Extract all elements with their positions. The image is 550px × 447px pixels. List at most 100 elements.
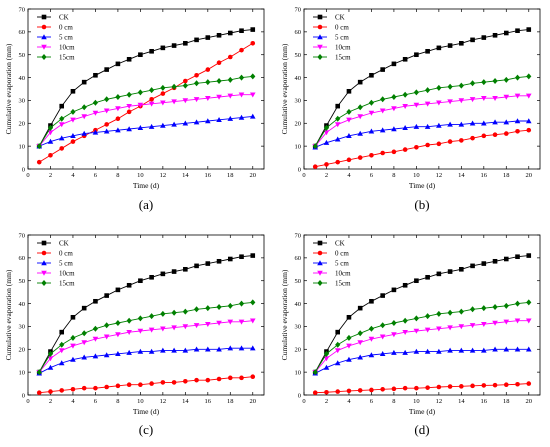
data-point xyxy=(182,324,189,330)
data-point xyxy=(160,310,166,317)
data-point xyxy=(492,132,498,138)
data-point xyxy=(115,61,121,67)
data-point xyxy=(171,380,177,385)
x-tick-label: 0 xyxy=(302,398,305,405)
data-point xyxy=(503,382,509,388)
data-point xyxy=(183,378,188,384)
data-point xyxy=(335,329,341,335)
data-point xyxy=(436,326,442,332)
x-tick-label: 20 xyxy=(250,398,257,405)
series-15cm xyxy=(312,299,532,376)
data-point xyxy=(481,79,487,86)
data-point xyxy=(126,382,132,388)
panel-b: 0 2 4 6 8 10 12 14 16 18 20 0 10 20 30 40 50 60 70 Time (d)… xyxy=(280,6,541,212)
data-point xyxy=(481,95,487,101)
x-tick-label: 4 xyxy=(71,398,75,405)
data-point xyxy=(481,35,487,40)
data-point xyxy=(137,89,143,96)
data-point xyxy=(149,274,154,280)
y-tick-label: 40 xyxy=(19,75,26,82)
data-point xyxy=(424,348,431,354)
data-point xyxy=(380,293,385,298)
data-point xyxy=(324,389,329,395)
data-point xyxy=(193,80,200,87)
data-point xyxy=(346,314,352,320)
data-point xyxy=(160,347,166,353)
data-point xyxy=(81,385,87,391)
data-point xyxy=(216,376,222,382)
series-line xyxy=(315,120,529,148)
data-point xyxy=(250,27,256,32)
data-point xyxy=(346,157,352,163)
data-point xyxy=(402,317,408,324)
y-tick-label: 10 xyxy=(295,143,302,150)
data-point xyxy=(250,73,256,80)
legend-label: CK xyxy=(335,14,345,22)
data-point xyxy=(380,322,386,329)
data-point xyxy=(334,360,341,366)
data-point xyxy=(492,382,498,388)
data-point xyxy=(369,152,374,158)
data-point xyxy=(526,299,532,306)
data-point xyxy=(183,266,188,272)
data-point xyxy=(346,334,352,341)
data-point xyxy=(414,278,419,284)
data-point xyxy=(334,348,341,354)
panel-d: 0 2 4 6 8 10 12 14 16 18 20 0 10 20 30 40 50 60 70 Time (d)… xyxy=(280,232,541,437)
legend-marker xyxy=(41,54,47,60)
data-point xyxy=(425,48,430,54)
data-point xyxy=(227,30,233,36)
data-point xyxy=(369,298,374,304)
data-point xyxy=(138,52,143,58)
data-point xyxy=(368,128,375,134)
data-point xyxy=(148,348,155,354)
data-point xyxy=(160,271,166,277)
data-point xyxy=(492,119,498,125)
data-point xyxy=(470,263,475,269)
data-point xyxy=(148,101,155,107)
data-point xyxy=(335,341,341,348)
data-point xyxy=(525,118,532,124)
data-point xyxy=(526,127,532,133)
data-point xyxy=(470,383,475,389)
data-point xyxy=(436,45,442,51)
data-point xyxy=(126,56,132,62)
data-point xyxy=(469,120,476,126)
data-point xyxy=(93,298,98,304)
data-point xyxy=(205,346,211,352)
data-point xyxy=(492,258,498,264)
data-point xyxy=(413,102,420,108)
y-axis-label: Cumulative evaporation (mm) xyxy=(280,43,289,134)
data-point xyxy=(193,323,200,329)
y-tick-label: 60 xyxy=(295,255,302,262)
data-point xyxy=(447,384,453,389)
data-point xyxy=(481,120,487,126)
data-point xyxy=(182,308,188,315)
data-point xyxy=(368,99,375,106)
plot-frame xyxy=(303,8,541,170)
data-point xyxy=(436,100,442,106)
data-point xyxy=(115,94,121,100)
data-point xyxy=(436,122,442,128)
series-10cm xyxy=(36,92,256,149)
x-tick-label: 12 xyxy=(436,172,443,179)
x-tick-label: 4 xyxy=(71,172,75,179)
x-axis-label: Time (d) xyxy=(133,181,160,190)
data-point xyxy=(458,308,464,315)
legend-marker xyxy=(317,260,323,266)
data-point xyxy=(414,144,419,150)
data-point xyxy=(70,356,76,362)
data-point xyxy=(481,347,487,353)
x-tick-label: 10 xyxy=(413,398,420,405)
x-tick-label: 8 xyxy=(116,398,119,405)
data-point xyxy=(413,123,420,129)
series-0cm xyxy=(36,374,256,396)
legend: CK 0 cm 5 cm 10cm 15cm xyxy=(37,14,75,62)
series-ck xyxy=(312,27,532,149)
data-point xyxy=(503,302,509,309)
data-point xyxy=(458,82,464,89)
data-point xyxy=(216,117,222,123)
data-point xyxy=(515,381,520,387)
data-point xyxy=(515,28,520,34)
data-point xyxy=(391,126,397,132)
